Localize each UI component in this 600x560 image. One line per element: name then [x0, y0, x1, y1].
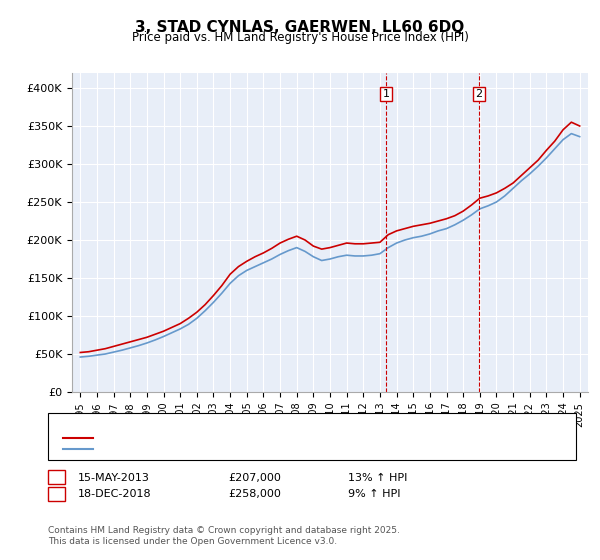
Text: 2: 2 [476, 89, 483, 99]
Text: 15-MAY-2013: 15-MAY-2013 [78, 473, 150, 483]
Text: 2: 2 [53, 489, 60, 500]
Text: £207,000: £207,000 [228, 473, 281, 483]
Text: £258,000: £258,000 [228, 489, 281, 500]
Text: 3, STAD CYNLAS, GAERWEN, LL60 6DQ (detached house): 3, STAD CYNLAS, GAERWEN, LL60 6DQ (detac… [96, 433, 392, 443]
Text: HPI: Average price, detached house, Isle of Anglesey: HPI: Average price, detached house, Isle… [96, 444, 371, 454]
Text: 1: 1 [53, 473, 60, 483]
Text: 9% ↑ HPI: 9% ↑ HPI [348, 489, 401, 500]
Text: 13% ↑ HPI: 13% ↑ HPI [348, 473, 407, 483]
Text: Contains HM Land Registry data © Crown copyright and database right 2025.
This d: Contains HM Land Registry data © Crown c… [48, 526, 400, 546]
Text: Price paid vs. HM Land Registry's House Price Index (HPI): Price paid vs. HM Land Registry's House … [131, 31, 469, 44]
Text: 1: 1 [383, 89, 389, 99]
Text: 18-DEC-2018: 18-DEC-2018 [78, 489, 152, 500]
Text: 3, STAD CYNLAS, GAERWEN, LL60 6DQ: 3, STAD CYNLAS, GAERWEN, LL60 6DQ [136, 20, 464, 35]
